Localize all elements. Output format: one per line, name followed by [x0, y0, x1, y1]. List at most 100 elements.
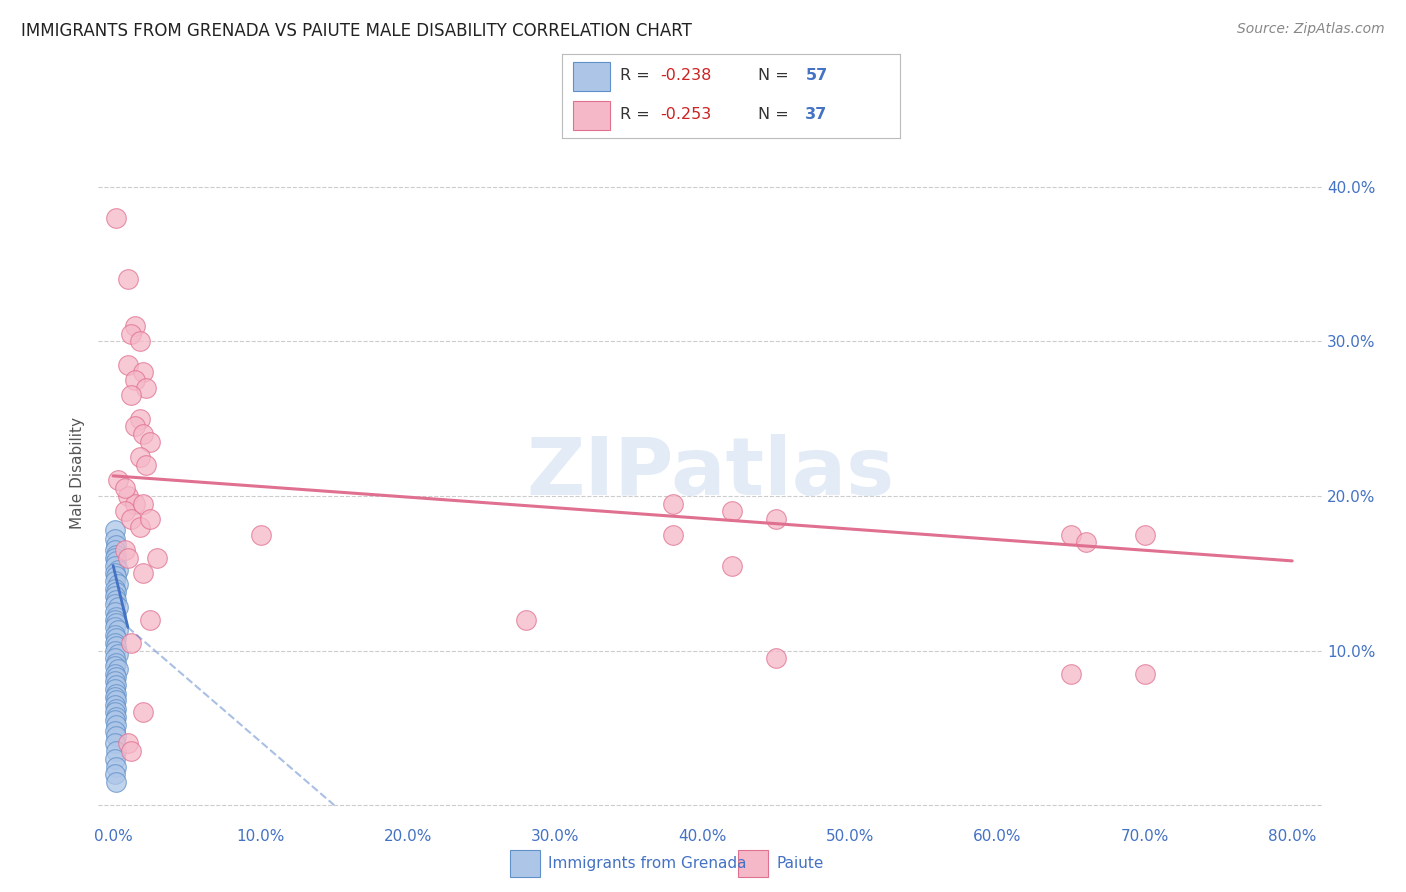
FancyBboxPatch shape [572, 101, 610, 130]
Text: -0.253: -0.253 [661, 107, 711, 121]
Point [104, 523, 127, 537]
Point [117, 736, 139, 750]
Point [124, 373, 146, 387]
Point [120, 388, 142, 402]
Point [105, 687, 128, 701]
Text: 57: 57 [806, 69, 828, 84]
Point [117, 272, 139, 286]
Point [107, 624, 129, 638]
Point [1060, 666, 1083, 681]
Point [128, 520, 150, 534]
Point [104, 590, 127, 604]
Point [120, 326, 142, 341]
Point [120, 744, 142, 758]
Point [146, 550, 169, 565]
Text: R =: R = [620, 69, 655, 84]
Text: N =: N = [758, 107, 794, 121]
Point [105, 592, 128, 607]
Point [104, 713, 127, 727]
Text: 37: 37 [806, 107, 828, 121]
Point [662, 527, 685, 541]
Point [1133, 527, 1156, 541]
Point [104, 636, 127, 650]
Point [105, 609, 128, 624]
Point [105, 670, 128, 684]
Point [105, 677, 128, 691]
Point [135, 458, 157, 472]
Point [105, 710, 128, 724]
Point [124, 419, 146, 434]
Point [104, 666, 127, 681]
Point [105, 759, 128, 773]
Point [107, 563, 129, 577]
Point [128, 450, 150, 465]
Point [139, 613, 162, 627]
FancyBboxPatch shape [510, 850, 540, 877]
Point [662, 497, 685, 511]
Point [107, 577, 129, 591]
Point [104, 533, 127, 547]
Point [105, 631, 128, 645]
Point [117, 489, 139, 503]
Point [139, 434, 162, 449]
Text: Source: ZipAtlas.com: Source: ZipAtlas.com [1237, 22, 1385, 37]
Text: Immigrants from Grenada: Immigrants from Grenada [548, 855, 747, 871]
Point [105, 569, 128, 583]
Point [104, 651, 127, 665]
Point [104, 659, 127, 673]
Point [104, 543, 127, 558]
Point [120, 636, 142, 650]
Point [107, 474, 129, 488]
FancyBboxPatch shape [572, 62, 610, 91]
Point [104, 698, 127, 712]
Point [107, 662, 129, 676]
Point [124, 497, 146, 511]
Point [104, 628, 127, 642]
Point [114, 481, 136, 495]
Point [104, 550, 127, 565]
Point [117, 358, 139, 372]
Point [104, 690, 127, 704]
Point [117, 550, 139, 565]
FancyBboxPatch shape [738, 850, 768, 877]
Y-axis label: Male Disability: Male Disability [70, 417, 86, 529]
Point [721, 504, 744, 518]
Point [105, 729, 128, 743]
Point [114, 543, 136, 558]
Point [515, 613, 537, 627]
Point [721, 558, 744, 573]
Point [104, 767, 127, 781]
Point [105, 718, 128, 732]
Point [1060, 527, 1083, 541]
Point [104, 736, 127, 750]
Point [131, 566, 153, 581]
Point [131, 427, 153, 442]
Point [104, 558, 127, 573]
Point [114, 504, 136, 518]
Point [104, 674, 127, 689]
Point [105, 615, 128, 630]
Point [107, 647, 129, 661]
Point [105, 693, 128, 707]
Point [765, 651, 787, 665]
Point [105, 584, 128, 599]
Point [104, 752, 127, 766]
Point [249, 527, 271, 541]
Point [105, 548, 128, 562]
Point [128, 334, 150, 349]
Point [105, 744, 128, 758]
Point [104, 682, 127, 697]
Text: N =: N = [758, 69, 794, 84]
Text: ZIPatlas: ZIPatlas [526, 434, 894, 512]
Point [765, 512, 787, 526]
Point [104, 605, 127, 619]
Point [104, 706, 127, 720]
Point [139, 512, 162, 526]
Point [1133, 666, 1156, 681]
Point [104, 574, 127, 588]
Point [104, 723, 127, 738]
Point [104, 613, 127, 627]
Point [128, 411, 150, 425]
Point [131, 706, 153, 720]
Point [107, 600, 129, 615]
